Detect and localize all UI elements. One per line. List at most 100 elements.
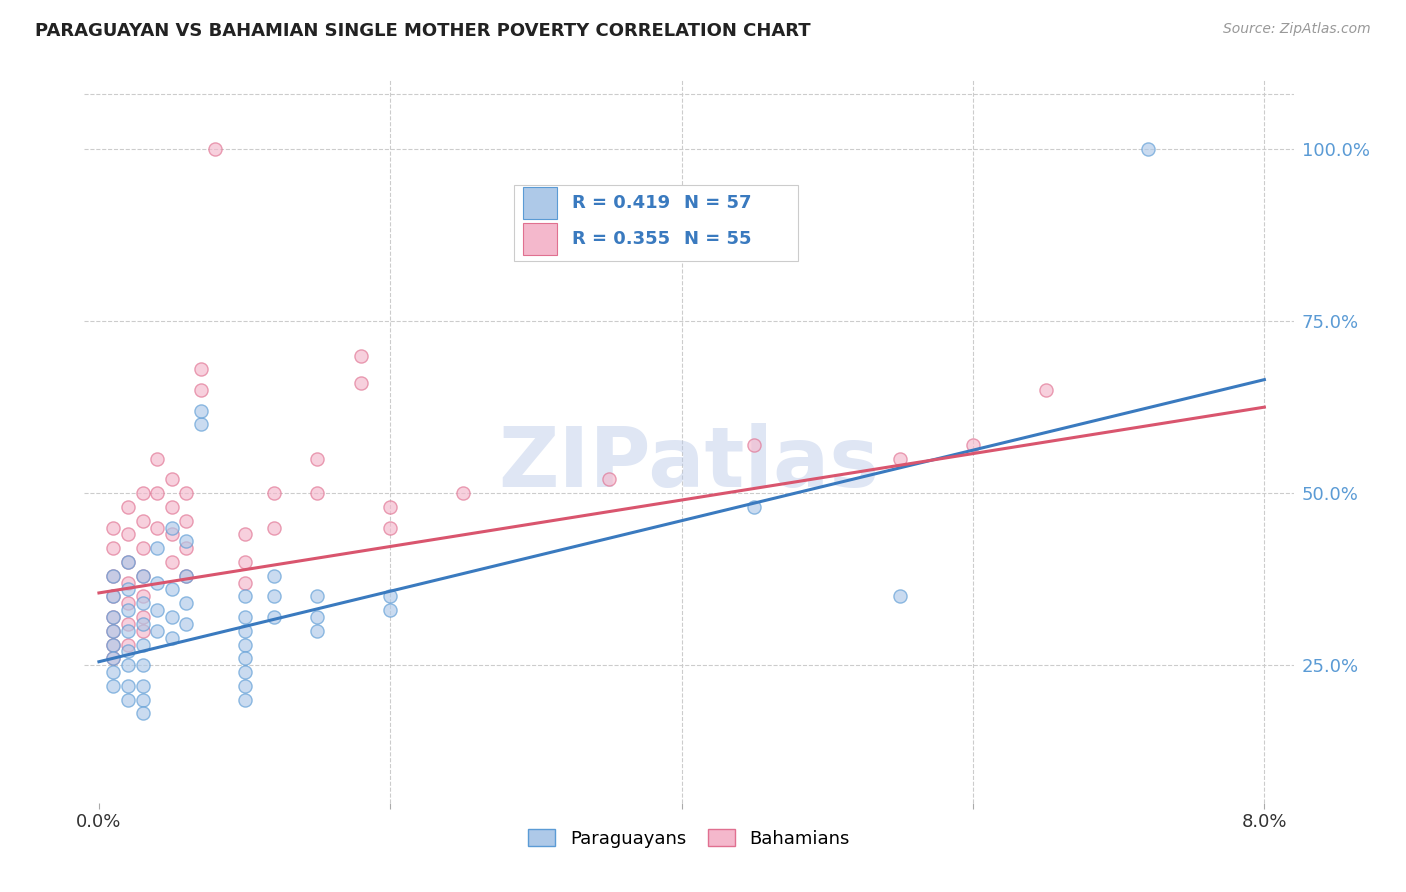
- Point: [176, 568, 198, 582]
- Point: [190, 383, 212, 397]
- Text: N = 57: N = 57: [685, 194, 752, 212]
- Point: [190, 417, 212, 432]
- Point: [117, 679, 139, 693]
- Point: [131, 658, 153, 673]
- Point: [131, 692, 153, 706]
- Point: [451, 486, 474, 500]
- Point: [146, 520, 169, 534]
- Point: [307, 590, 329, 604]
- Point: [1136, 142, 1159, 156]
- Point: [380, 520, 402, 534]
- Point: [350, 376, 373, 390]
- Point: [160, 631, 183, 645]
- Point: [307, 624, 329, 638]
- Point: [233, 651, 256, 665]
- Point: [233, 679, 256, 693]
- Point: [233, 555, 256, 569]
- Point: [307, 486, 329, 500]
- Point: [117, 616, 139, 631]
- Point: [117, 644, 139, 658]
- Point: [160, 555, 183, 569]
- Point: [176, 596, 198, 610]
- Point: [131, 514, 153, 528]
- Point: [380, 590, 402, 604]
- Point: [103, 568, 125, 582]
- Legend: Paraguayans, Bahamians: Paraguayans, Bahamians: [522, 822, 856, 855]
- Point: [233, 575, 256, 590]
- Point: [889, 451, 911, 466]
- Point: [131, 568, 153, 582]
- Point: [131, 541, 153, 556]
- Point: [117, 603, 139, 617]
- Point: [160, 527, 183, 541]
- Point: [233, 610, 256, 624]
- Point: [176, 541, 198, 556]
- Point: [160, 500, 183, 514]
- Point: [146, 624, 169, 638]
- Point: [131, 486, 153, 500]
- Point: [146, 541, 169, 556]
- Point: [263, 610, 285, 624]
- Point: [131, 610, 153, 624]
- Point: [131, 616, 153, 631]
- Point: [744, 500, 766, 514]
- Point: [350, 349, 373, 363]
- Point: [117, 555, 139, 569]
- Point: [233, 638, 256, 652]
- Text: N = 55: N = 55: [685, 230, 752, 248]
- Point: [233, 624, 256, 638]
- Point: [103, 610, 125, 624]
- Point: [233, 527, 256, 541]
- Point: [131, 624, 153, 638]
- Point: [117, 638, 139, 652]
- Text: ZIPatlas: ZIPatlas: [499, 423, 879, 504]
- Text: PARAGUAYAN VS BAHAMIAN SINGLE MOTHER POVERTY CORRELATION CHART: PARAGUAYAN VS BAHAMIAN SINGLE MOTHER POV…: [35, 22, 811, 40]
- Point: [117, 555, 139, 569]
- Point: [103, 651, 125, 665]
- Point: [263, 486, 285, 500]
- Point: [131, 706, 153, 721]
- Point: [103, 520, 125, 534]
- Point: [380, 500, 402, 514]
- Point: [103, 610, 125, 624]
- Point: [263, 520, 285, 534]
- Point: [1035, 383, 1057, 397]
- Point: [117, 596, 139, 610]
- Point: [103, 624, 125, 638]
- Point: [103, 679, 125, 693]
- Point: [889, 590, 911, 604]
- Point: [146, 575, 169, 590]
- Point: [117, 527, 139, 541]
- Point: [131, 590, 153, 604]
- Point: [307, 610, 329, 624]
- Point: [103, 651, 125, 665]
- Point: [131, 638, 153, 652]
- Point: [233, 590, 256, 604]
- Point: [117, 658, 139, 673]
- Point: [103, 590, 125, 604]
- Point: [131, 679, 153, 693]
- Point: [103, 638, 125, 652]
- Point: [117, 582, 139, 597]
- Point: [233, 665, 256, 679]
- Point: [117, 692, 139, 706]
- Point: [190, 403, 212, 417]
- Point: [263, 590, 285, 604]
- Point: [307, 451, 329, 466]
- Point: [263, 568, 285, 582]
- Point: [233, 692, 256, 706]
- Point: [131, 596, 153, 610]
- Point: [103, 541, 125, 556]
- Bar: [523, 186, 557, 219]
- Point: [380, 603, 402, 617]
- Point: [103, 568, 125, 582]
- Point: [176, 514, 198, 528]
- Point: [204, 142, 226, 156]
- Point: [117, 575, 139, 590]
- Point: [190, 362, 212, 376]
- Point: [160, 520, 183, 534]
- Point: [117, 500, 139, 514]
- FancyBboxPatch shape: [513, 185, 797, 260]
- Point: [131, 568, 153, 582]
- Point: [160, 610, 183, 624]
